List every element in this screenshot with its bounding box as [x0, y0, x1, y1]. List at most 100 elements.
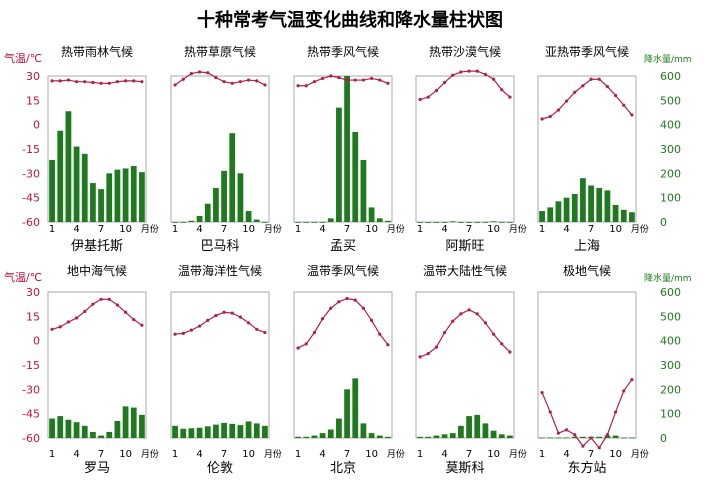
precip-bar — [73, 146, 80, 222]
precip-tick-label: 300 — [660, 143, 681, 156]
precip-bar — [385, 436, 391, 438]
temp-point — [434, 89, 439, 93]
temp-point — [369, 76, 374, 81]
month-tick-label: 1 — [49, 449, 55, 460]
precip-bar — [245, 421, 252, 438]
precip-tick-label: 400 — [660, 335, 681, 348]
precip-bar — [90, 183, 96, 222]
temp-tick-label: -45 — [22, 408, 40, 421]
month-unit-label: 月份 — [509, 223, 527, 235]
precip-bar — [368, 207, 375, 222]
temp-point — [255, 79, 259, 83]
temp-tick-label: -60 — [22, 432, 40, 445]
temp-point — [581, 444, 585, 448]
panel-title: 热带沙漠气候 — [429, 44, 501, 59]
temp-point — [74, 316, 79, 320]
temp-point — [434, 345, 439, 349]
precip-bar — [49, 159, 55, 222]
month-tick-label: 10 — [487, 224, 500, 235]
precip-bar — [303, 222, 310, 223]
panel-title: 温带大陆性气候 — [423, 263, 507, 278]
temp-point — [115, 80, 120, 84]
temp-point — [214, 313, 218, 318]
temp-point — [255, 327, 259, 331]
precip-bar — [563, 437, 570, 439]
month-tick-label: 1 — [539, 449, 545, 460]
panel-frame — [415, 291, 515, 439]
precip-bar — [122, 406, 129, 438]
temp-point — [613, 410, 618, 414]
precip-bar — [571, 194, 578, 222]
precip-bar — [114, 420, 121, 438]
precip-bar — [580, 178, 586, 222]
temp-point — [508, 350, 512, 354]
month-tick-label: 10 — [487, 449, 500, 460]
temp-point — [246, 78, 251, 82]
temp-point — [181, 77, 185, 81]
temp-point — [491, 77, 496, 81]
precip-bar — [204, 203, 211, 222]
precip-bar — [262, 222, 268, 223]
month-unit-label: 月份 — [141, 448, 159, 460]
precip-bar — [57, 416, 64, 438]
precip-bar — [90, 431, 96, 438]
precip-tick-label: 600 — [660, 70, 681, 83]
temp-point — [99, 297, 103, 301]
temp-point — [475, 312, 479, 316]
month-tick-label: 4 — [441, 449, 447, 460]
temp-point — [605, 433, 610, 437]
temp-point — [491, 332, 496, 336]
precip-bar — [73, 422, 80, 438]
precip-bar — [360, 159, 367, 222]
temp-point — [83, 80, 87, 84]
temp-point — [459, 70, 463, 74]
precip-bar — [253, 423, 260, 438]
precip-bar — [629, 212, 635, 222]
temp-point — [540, 117, 544, 121]
precip-bar — [547, 207, 554, 222]
temp-point — [426, 352, 430, 356]
temp-point — [337, 76, 341, 80]
precip-bar — [319, 222, 326, 223]
precip-axis-label: 降水量/mm — [644, 272, 692, 284]
temp-point — [630, 113, 634, 117]
temp-tick-label: 30 — [26, 286, 40, 299]
precip-bar — [229, 423, 236, 438]
precip-bar — [425, 222, 432, 223]
temp-point — [140, 80, 144, 84]
precip-bar — [547, 437, 554, 439]
precip-bar — [449, 221, 456, 223]
precip-bar — [344, 76, 350, 222]
precip-bar — [81, 153, 88, 222]
precip-bar — [539, 211, 545, 222]
precip-bar — [98, 189, 104, 222]
precip-bar — [376, 435, 383, 438]
temp-point — [312, 330, 317, 335]
temp-point — [548, 410, 552, 414]
temp-line — [298, 75, 389, 87]
temp-point — [58, 79, 62, 83]
panel-frame — [47, 291, 147, 439]
temp-point — [589, 436, 593, 440]
temp-line — [297, 297, 389, 349]
temp-point — [345, 296, 349, 301]
temp-tick-label: -60 — [22, 216, 40, 229]
temp-point — [556, 108, 561, 112]
temp-point — [337, 300, 341, 304]
precip-tick-label: 300 — [660, 359, 681, 372]
temp-point — [132, 317, 136, 322]
precip-bar — [612, 204, 619, 222]
temp-point — [613, 93, 618, 98]
panel-frame — [170, 291, 270, 439]
temp-point — [500, 88, 504, 92]
temp-point — [197, 70, 202, 74]
precip-tick-label: 400 — [660, 119, 681, 132]
temp-point — [475, 69, 479, 73]
precip-bar — [344, 389, 350, 438]
precip-tick-label: 100 — [660, 192, 681, 205]
precip-bar — [490, 430, 497, 438]
precip-bar — [425, 436, 432, 438]
temp-point — [378, 332, 382, 336]
month-tick-label: 1 — [49, 224, 55, 235]
temp-point — [564, 99, 569, 103]
